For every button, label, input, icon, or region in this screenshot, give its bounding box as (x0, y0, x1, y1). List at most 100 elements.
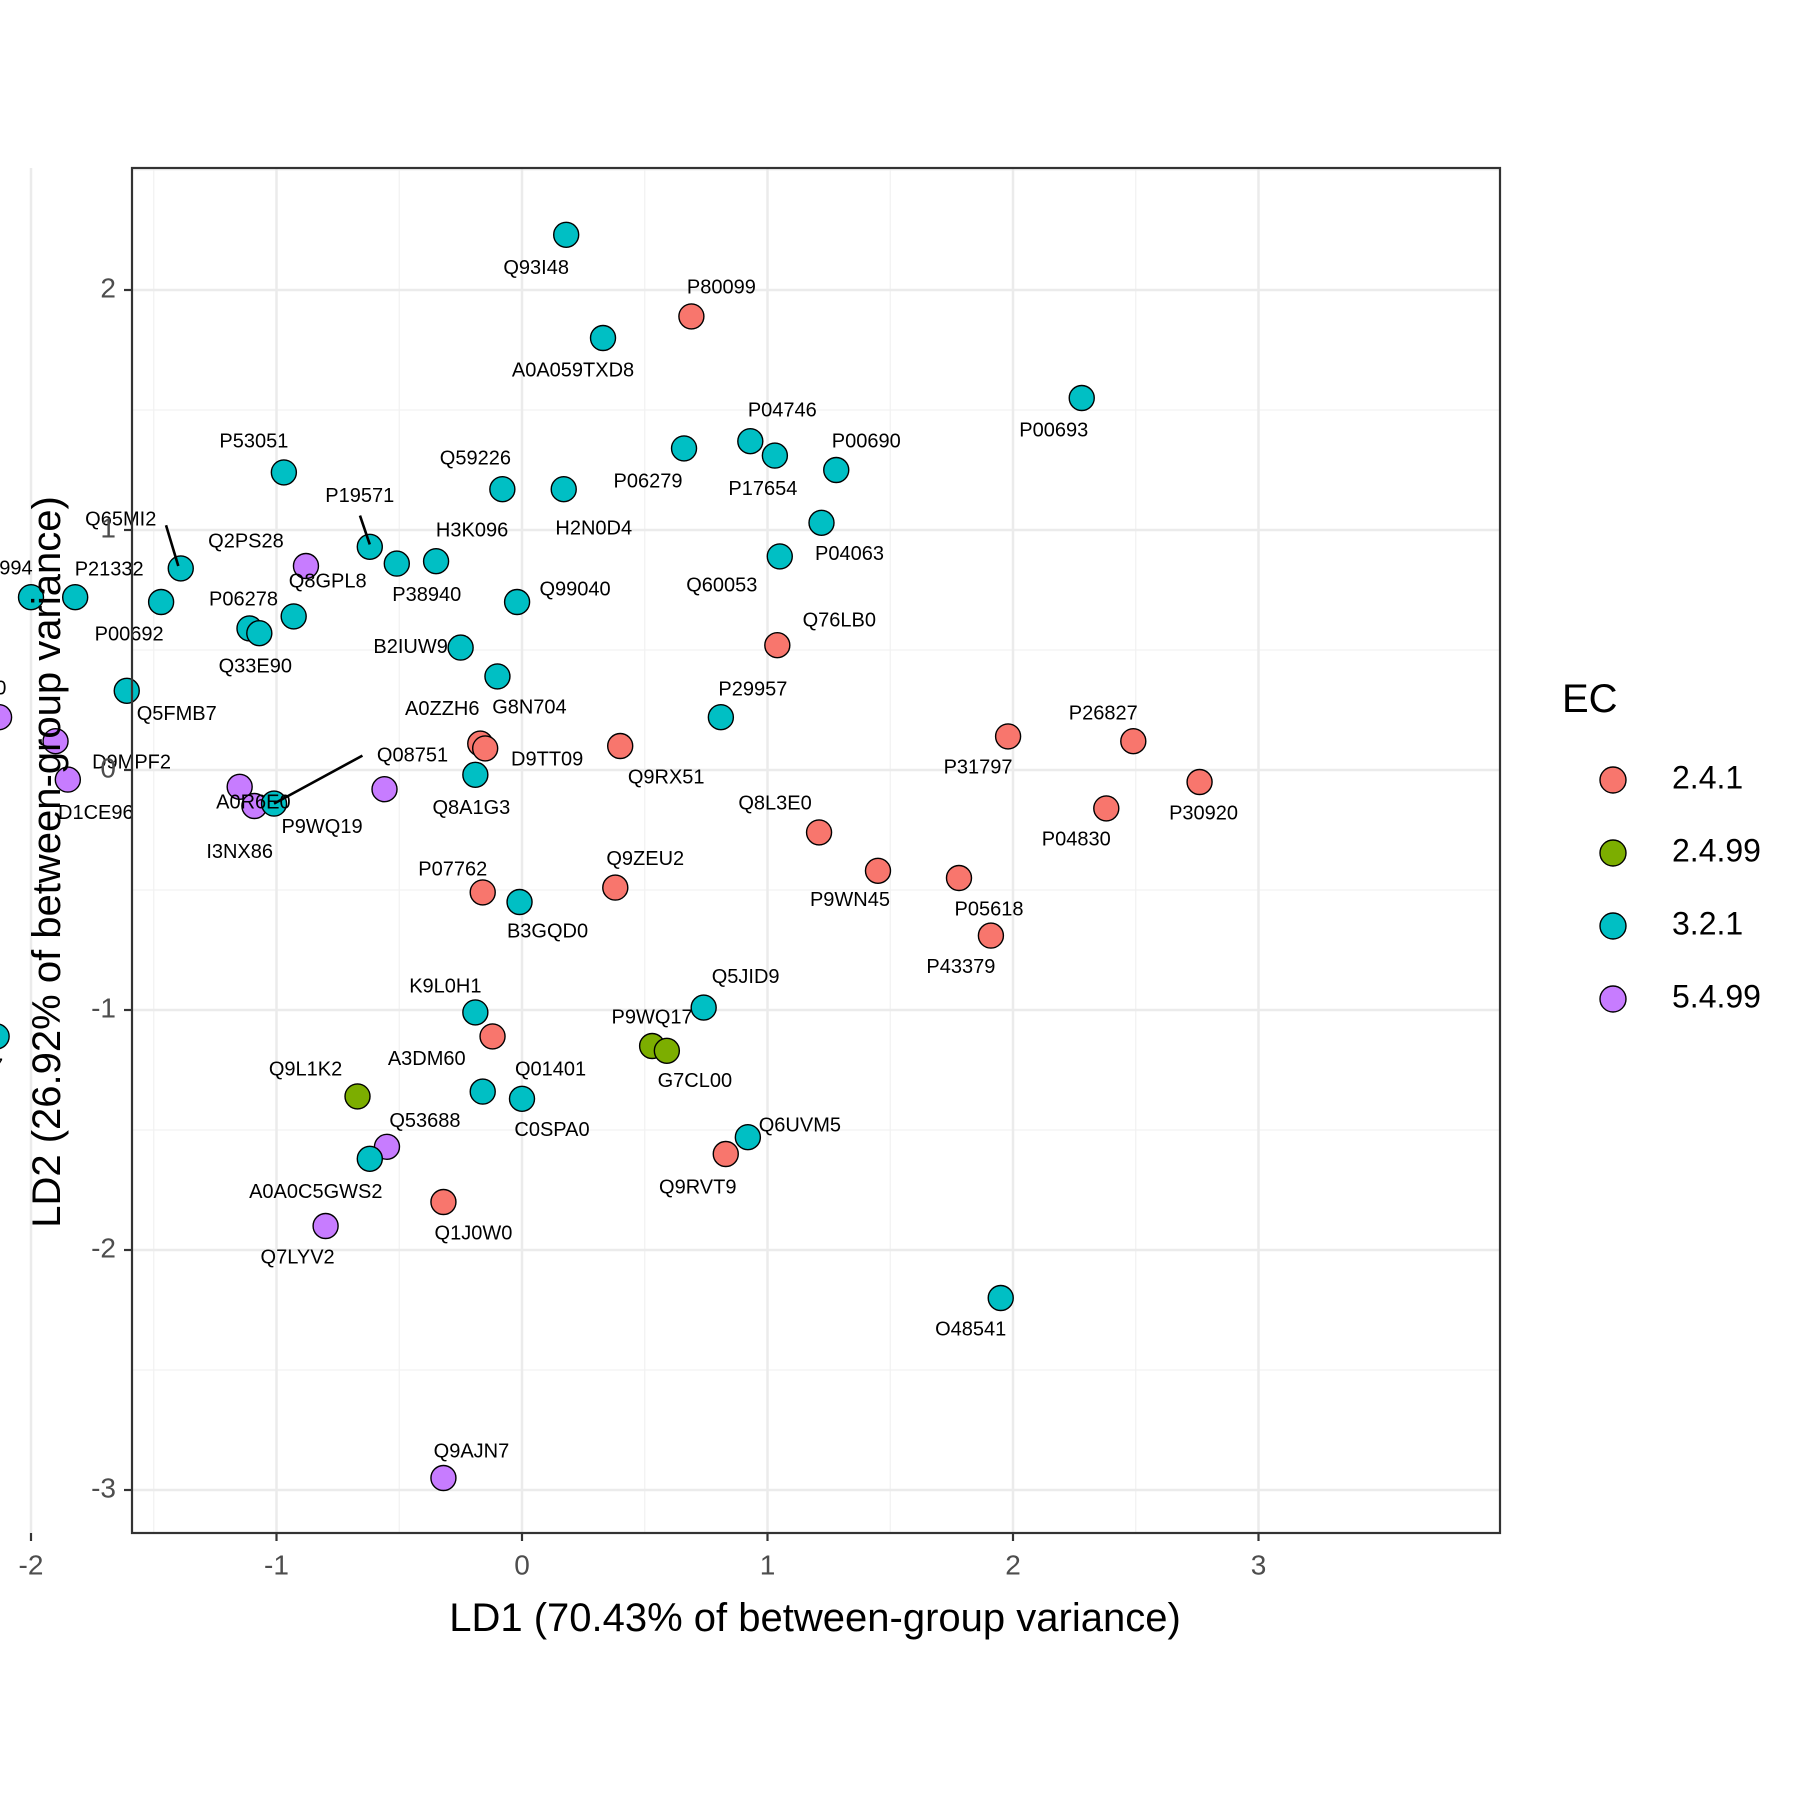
point-h2n0d4 (550, 476, 577, 503)
point-label-q59226: Q59226 (440, 447, 511, 469)
point-label-p29957: P29957 (718, 678, 787, 700)
point-c0spa0 (508, 1085, 536, 1113)
point-i3nx86 (226, 773, 253, 800)
point-label-p00690: P00690 (832, 430, 901, 452)
point-label-p06279: P06279 (614, 471, 683, 493)
x-tick-label: 2 (1005, 1549, 1021, 1580)
point-label-h3k096: H3K096 (436, 519, 508, 541)
legend-key-5-4-99 (1599, 985, 1627, 1013)
point-q76lb0 (764, 632, 791, 659)
point-label-a0a0c5gws2: A0A0C5GWS2 (249, 1181, 382, 1203)
point-g8n704 (484, 663, 511, 690)
point-label-q33e90: Q33E90 (219, 655, 292, 677)
legend-key-2-4-99 (1599, 839, 1627, 867)
point-k9l0h1 (462, 999, 489, 1026)
point-label-d9tt09: D9TT09 (511, 749, 583, 771)
point-label-p9wq19: P9WQ19 (281, 816, 362, 838)
x-tick-label: -2 (19, 1549, 44, 1580)
point-label-q9rvt9: Q9RVT9 (659, 1176, 736, 1198)
point-d1ce96 (54, 766, 82, 793)
panel-background (132, 168, 1500, 1533)
point-p26827 (1120, 728, 1147, 755)
point-p00693 (1068, 384, 1095, 412)
point-label-q7lyv2: Q7LYV2 (261, 1246, 335, 1268)
point-label-q99040: Q99040 (540, 578, 611, 600)
point-label-q9rx51: Q9RX51 (628, 766, 705, 788)
point-label-p53051: P53051 (219, 431, 288, 453)
point-q08751 (371, 776, 398, 803)
point-label-q5jid9: Q5JID9 (712, 966, 780, 988)
point-label-p26827: P26827 (1069, 702, 1138, 724)
point-p21517 (0, 1023, 10, 1050)
point-q33e90 (246, 620, 273, 647)
point-q8a1g3 (462, 761, 489, 788)
point-label-a0a059txd8: A0A059TXD8 (512, 359, 634, 381)
point-p04830 (1093, 795, 1120, 822)
point-q9rx51 (607, 732, 634, 760)
point-label-p21517: P21517 (0, 1056, 3, 1078)
point-p30920 (1186, 768, 1213, 796)
point-label-a0r6e0: A0R6E0 (216, 791, 291, 813)
point-label-p00692: P00692 (95, 623, 164, 645)
y-tick-label: -1 (91, 992, 116, 1023)
point-p04063 (808, 509, 835, 536)
x-tick-label: 3 (1251, 1549, 1267, 1580)
legend-label: 5.4.99 (1672, 978, 1761, 1014)
y-tick-label: 0 (100, 752, 116, 783)
x-tick-label: 1 (760, 1549, 776, 1580)
y-tick-label: -3 (91, 1472, 116, 1503)
panel-border (130, 166, 1502, 1535)
point-label-p38940: P38940 (392, 584, 461, 606)
point-label-a0zzh6: A0ZZH6 (405, 698, 479, 720)
point-q59226 (489, 476, 516, 503)
y-tick-label: -2 (91, 1232, 116, 1263)
point-o48541 (987, 1284, 1014, 1312)
point-label-h2n0d4: H2N0D4 (555, 517, 632, 539)
point-label-q76lb0: Q76LB0 (803, 609, 876, 631)
point-label-p04063: P04063 (815, 543, 884, 565)
leader-line-a0r6e0 (273, 754, 364, 805)
point-label-q53688: Q53688 (389, 1110, 460, 1132)
point-label-q08751: Q08751 (377, 744, 448, 766)
y-axis-title: LD2 (26.92% of between-group variance) (25, 496, 69, 1228)
point-label-p31797: P31797 (944, 757, 1013, 779)
point-label-q5fmb7: Q5FMB7 (137, 703, 217, 725)
point-q9ajn7 (430, 1464, 457, 1492)
point-label-p00693: P00693 (1019, 419, 1088, 441)
point-label-c0spa0: C0SPA0 (514, 1119, 589, 1141)
point-q93i48 (552, 221, 580, 249)
point-q01401 (479, 1023, 506, 1050)
legend-label: 3.2.1 (1672, 905, 1743, 941)
point-label-i3nx86: I3NX86 (206, 841, 273, 863)
point-q6uvm5 (734, 1123, 762, 1151)
point-label-b2iuw9: B2IUW9 (373, 636, 447, 658)
point-label-g7cl00: G7CL00 (658, 1070, 733, 1092)
point-label-p30920: P30920 (1169, 802, 1238, 824)
point-label-a3dm60: A3DM60 (388, 1048, 466, 1070)
point-g7cl00 (653, 1037, 681, 1065)
plot-area (0, 168, 1500, 1533)
point-p29957 (707, 704, 735, 731)
point-label-q9l1k2: Q9L1K2 (269, 1059, 342, 1081)
point-q7lyv2 (312, 1212, 339, 1240)
x-tick-label: 0 (514, 1549, 530, 1580)
point-q2ps28 (292, 552, 320, 580)
point-q9l1k2 (344, 1083, 371, 1110)
point-label-q93i48: Q93I48 (503, 257, 569, 279)
point-q65mi2 (167, 555, 194, 582)
point-p31797 (994, 723, 1022, 750)
point-p21332 (61, 584, 89, 611)
x-tick-label: -1 (264, 1549, 289, 1580)
point-label-p04830: P04830 (1042, 829, 1111, 851)
point-label-q6uvm5: Q6UVM5 (759, 1114, 841, 1136)
point-label-q8l3e0: Q8L3E0 (738, 793, 811, 815)
point-label-p9wn45: P9WN45 (810, 889, 890, 911)
point-label-p07762: P07762 (418, 859, 487, 881)
point-label-p17654: P17654 (728, 478, 797, 500)
point-label-p80099: P80099 (687, 277, 756, 299)
point-h3k096 (422, 548, 450, 575)
point-q9rvt9 (712, 1140, 739, 1168)
point-p17654 (761, 442, 789, 469)
x-axis-title: LD1 (70.43% of between-group variance) (449, 1596, 1181, 1640)
